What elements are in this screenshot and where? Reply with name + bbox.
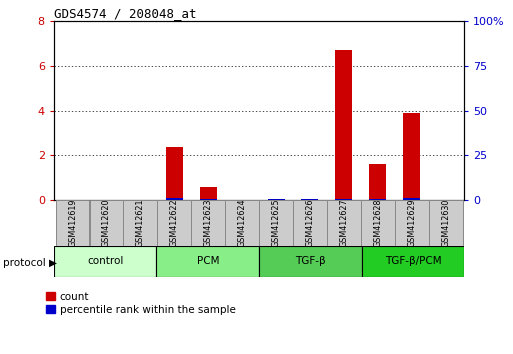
Bar [200,187,216,200]
Bar [166,198,183,200]
Text: GSM412624: GSM412624 [238,199,247,247]
Text: GSM412620: GSM412620 [102,199,111,247]
Bar [361,200,394,246]
Bar [293,200,327,246]
Text: GSM412622: GSM412622 [170,199,179,247]
Bar [429,200,463,246]
Text: GSM412630: GSM412630 [441,199,450,247]
Text: GSM412628: GSM412628 [373,199,382,247]
Text: control: control [87,256,123,267]
Bar [200,199,216,200]
Text: GSM412625: GSM412625 [271,199,281,247]
Bar [157,200,191,246]
Bar [259,246,362,277]
Text: GSM412623: GSM412623 [204,199,213,247]
Bar [403,113,420,200]
Text: GSM412621: GSM412621 [136,199,145,247]
Bar [369,199,386,200]
Bar [55,200,89,246]
Bar [156,246,259,277]
Text: GSM412626: GSM412626 [305,199,314,247]
Bar [336,50,352,200]
Text: PCM: PCM [196,256,219,267]
Bar [191,200,225,246]
Text: TGF-β/PCM: TGF-β/PCM [385,256,441,267]
Text: GSM412627: GSM412627 [340,199,348,247]
Bar [403,198,420,200]
Bar [302,199,319,200]
Bar [54,246,156,277]
Bar [395,200,429,246]
Bar [259,200,293,246]
Bar [124,200,157,246]
Bar [166,148,183,200]
Bar [362,246,464,277]
Bar [225,200,259,246]
Bar [268,199,285,200]
Legend: count, percentile rank within the sample: count, percentile rank within the sample [46,292,235,315]
Bar [336,199,352,200]
Text: GSM412619: GSM412619 [68,199,77,247]
Text: GDS4574 / 208048_at: GDS4574 / 208048_at [54,7,196,20]
Text: protocol ▶: protocol ▶ [3,258,56,268]
Text: TGF-β: TGF-β [295,256,326,267]
Text: GSM412629: GSM412629 [407,199,416,247]
Bar [369,164,386,200]
Bar [89,200,123,246]
Bar [327,200,361,246]
